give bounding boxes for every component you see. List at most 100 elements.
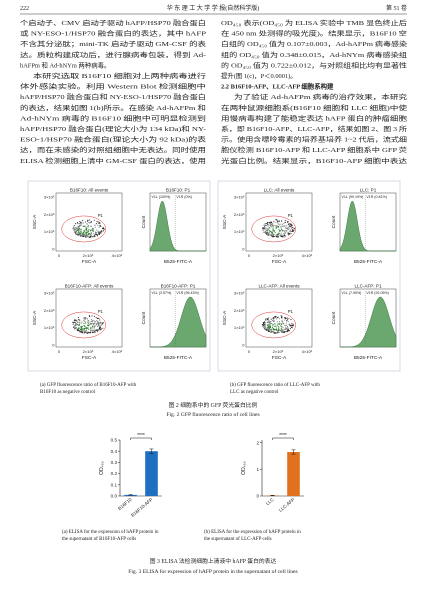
event-dot [90,225,93,227]
event-dot [269,330,271,332]
gate-label: P1 [288,309,294,314]
event-dot [74,323,76,326]
event-dot [91,230,93,232]
event-dot [274,232,276,234]
event-dot [83,317,85,319]
event-dot [282,322,284,324]
event-dot [276,332,278,334]
event-dot [279,230,282,232]
event-dot [267,322,269,324]
event-dot [267,225,269,227]
event-dot [75,322,77,324]
event-dot [285,225,287,227]
body-line: 本研究选取 B16F10 细胞对上两种病毒进行 [33,71,207,80]
gate-outline [61,215,106,243]
event-dot [283,232,285,235]
event-dot [87,220,89,222]
body-line: 为了验证 Ad-hAFPm 病毒的治疗效果，本研究 [234,92,408,101]
x-tick-label: 4×10⁶ [112,253,123,258]
body-line: 在两种鼠源细胞系(B16F10 细胞和 LLC 细胞)中使 [221,103,408,112]
y-tick-label: 3×10⁶ [44,195,55,200]
event-dot [274,332,276,334]
event-dot [85,231,87,233]
body-line: 的表达，结果如图 1(b)所示。在感染 Ad-hAFPm 和 [20,103,206,112]
event-dot [280,329,282,331]
event-dot [73,230,75,232]
y-tick-label: 1×10⁶ [234,325,245,330]
event-dot [78,230,80,232]
event-dot [75,233,77,235]
event-dot [87,331,89,333]
event-dot [263,327,265,329]
x-tick-label: 2×10⁶ [83,349,94,354]
event-dot [98,317,100,319]
event-dot [89,331,92,333]
event-dot [282,234,284,237]
y-tick-label: 0 [52,247,55,252]
event-dot [292,324,295,326]
event-dot [281,316,283,318]
event-dot [286,317,288,319]
event-dot [266,221,269,224]
gate-label: P1 [288,213,294,218]
event-dot [91,236,93,238]
body-line: 系，即 B16F10-AFP、LLC-AFP，结果如图 2、图 3 所 [221,124,408,133]
event-dot [282,330,284,332]
x-axis-label: FSC-A [272,259,287,265]
event-dot [274,323,276,325]
event-dot [86,317,88,319]
event-dot [267,224,270,226]
event-dot [75,226,77,228]
event-dot [279,230,281,233]
event-dot [94,320,96,323]
event-dot [100,232,102,234]
event-dot [93,325,95,327]
y-axis-label: OD₄₅₀ [241,461,247,475]
event-dot [265,329,267,331]
event-dot [80,224,82,226]
event-dot [291,229,294,231]
event-dot [93,330,95,332]
event-dot [79,223,81,225]
event-dot [281,328,283,330]
subfigure-caption: (a) GFP fluorescence ratio of B16F10-AFP… [40,383,137,388]
event-dot [268,325,270,327]
event-dot [278,327,280,329]
event-dot [77,227,79,229]
event-dot [272,234,274,236]
event-dot [90,323,92,325]
event-dot [76,320,78,322]
bar [145,451,158,496]
event-dot [102,226,104,229]
y-tick-label: 2×10⁶ [234,308,245,313]
event-dot [275,327,277,329]
event-dot [85,233,87,235]
event-dot [283,328,285,330]
event-dot [78,227,81,229]
dot-plot-title: B16F10-AFP: All events [65,284,114,289]
body-line: 体外感染实验。利用 Western Blot 检测细胞中 [20,82,206,91]
event-dot [267,232,270,234]
y-axis-label: Count [141,215,147,228]
event-dot [284,331,286,333]
event-dot [281,235,283,237]
event-dot [272,235,274,237]
event-dot [78,325,80,327]
event-dot [264,328,266,330]
event-dot [273,329,276,331]
event-dot [97,324,99,327]
event-dot [280,323,282,325]
event-dot [74,228,76,231]
body-line: 达。质粒构建成功后，进行腺病毒包装，得到 Ad- [20,50,206,59]
event-dot [288,223,290,225]
gate-label: V1R (92.05%) [366,291,389,295]
event-dot [278,329,280,331]
histogram-title: LLC-AFP: P1 [354,284,382,289]
event-dot [87,219,89,221]
event-dot [276,236,278,238]
event-dot [88,226,90,228]
event-dot [273,231,275,233]
event-dot [263,224,265,226]
event-dot [89,230,91,232]
event-dot [287,327,289,329]
